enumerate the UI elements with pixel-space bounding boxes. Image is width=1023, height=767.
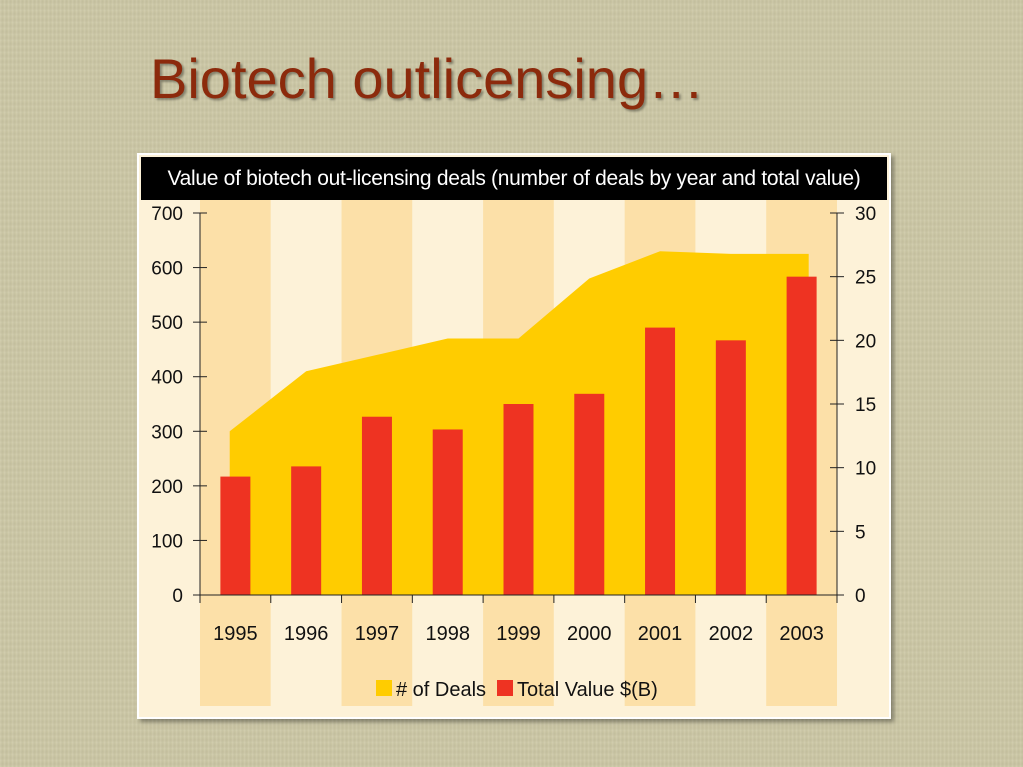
category-label: 2001 <box>638 623 683 645</box>
legend-label: Total Value $(B) <box>517 679 658 701</box>
category-label: 1997 <box>355 623 400 645</box>
value-bar <box>220 476 251 595</box>
category-label: 1998 <box>425 623 470 645</box>
value-bar <box>645 327 676 595</box>
right-tick-label: 30 <box>855 204 876 225</box>
category-label: 1996 <box>284 623 329 645</box>
category-label: 2002 <box>709 623 754 645</box>
right-tick-label: 5 <box>855 522 866 543</box>
left-tick-label: 400 <box>151 368 183 389</box>
value-bar <box>786 276 817 595</box>
value-bar <box>361 416 392 595</box>
right-tick-label: 0 <box>855 586 866 607</box>
value-bar <box>574 393 605 595</box>
legend-label: # of Deals <box>396 679 486 701</box>
slide-title: Biotech outlicensing… <box>150 47 705 110</box>
left-tick-label: 700 <box>151 204 183 225</box>
category-label: 1995 <box>213 623 258 645</box>
legend-swatch <box>497 680 513 696</box>
left-tick-label: 0 <box>172 586 183 607</box>
right-tick-label: 25 <box>855 268 876 289</box>
chart-title: Value of biotech out-licensing deals (nu… <box>141 157 887 200</box>
left-tick-label: 300 <box>151 422 183 443</box>
left-tick-label: 600 <box>151 259 183 280</box>
category-label: 2000 <box>567 623 612 645</box>
value-bar <box>715 340 746 595</box>
right-tick-label: 10 <box>855 459 876 480</box>
legend-swatch <box>376 680 392 696</box>
left-tick-label: 200 <box>151 477 183 498</box>
value-bar <box>291 466 322 595</box>
value-bar <box>432 429 463 595</box>
left-tick-label: 500 <box>151 313 183 334</box>
left-tick-label: 100 <box>151 531 183 552</box>
category-label: 1999 <box>496 623 541 645</box>
right-tick-label: 20 <box>855 331 876 352</box>
right-tick-label: 15 <box>855 395 876 416</box>
category-label: 2003 <box>779 623 824 645</box>
value-bar <box>503 404 534 595</box>
